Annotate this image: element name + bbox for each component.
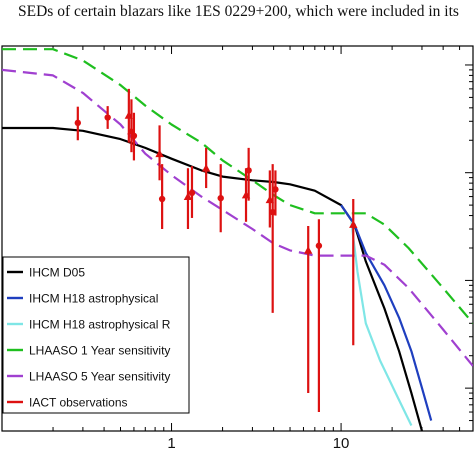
- legend-label: LHAASO 5 Year sensitivity: [29, 370, 170, 384]
- data-point: [158, 195, 166, 203]
- series-line: [2, 68, 473, 367]
- data-point: [349, 220, 358, 228]
- legend-box: [2, 256, 190, 414]
- data-point: [201, 164, 211, 172]
- legend-label: IHCM D05: [29, 266, 85, 280]
- series-line: [340, 204, 433, 421]
- data-point: [74, 119, 82, 127]
- data-point: [269, 208, 276, 216]
- observation-points: [74, 88, 358, 413]
- data-point: [155, 149, 164, 158]
- figure-caption: SEDs of certain blazars like 1ES 0229+20…: [18, 3, 459, 20]
- legend-label: IACT observations: [29, 396, 128, 410]
- axis-ticks: [1, 46, 474, 432]
- x-tick-labels: 1 10: [167, 435, 349, 452]
- data-point: [245, 167, 252, 174]
- data-point: [130, 132, 138, 140]
- legend-label: IHCM H18 astrophysical: [29, 292, 158, 306]
- series-layer: [2, 48, 473, 431]
- data-point: [272, 186, 279, 193]
- legend-label: IHCM H18 astrophysical R: [29, 318, 171, 332]
- data-point: [188, 189, 196, 197]
- data-point: [315, 242, 323, 249]
- legend: IHCM D05 IHCM H18 astrophysical IHCM H18 a…: [2, 256, 190, 414]
- data-point: [217, 194, 224, 202]
- series-line: [2, 48, 473, 325]
- data-point: [183, 192, 193, 200]
- x-tick-label: 10: [333, 435, 350, 452]
- data-point: [304, 246, 313, 254]
- data-point: [104, 114, 111, 121]
- legend-label: LHAASO 1 Year sensitivity: [29, 344, 170, 358]
- series-line: [350, 221, 413, 426]
- x-tick-label: 1: [167, 435, 175, 452]
